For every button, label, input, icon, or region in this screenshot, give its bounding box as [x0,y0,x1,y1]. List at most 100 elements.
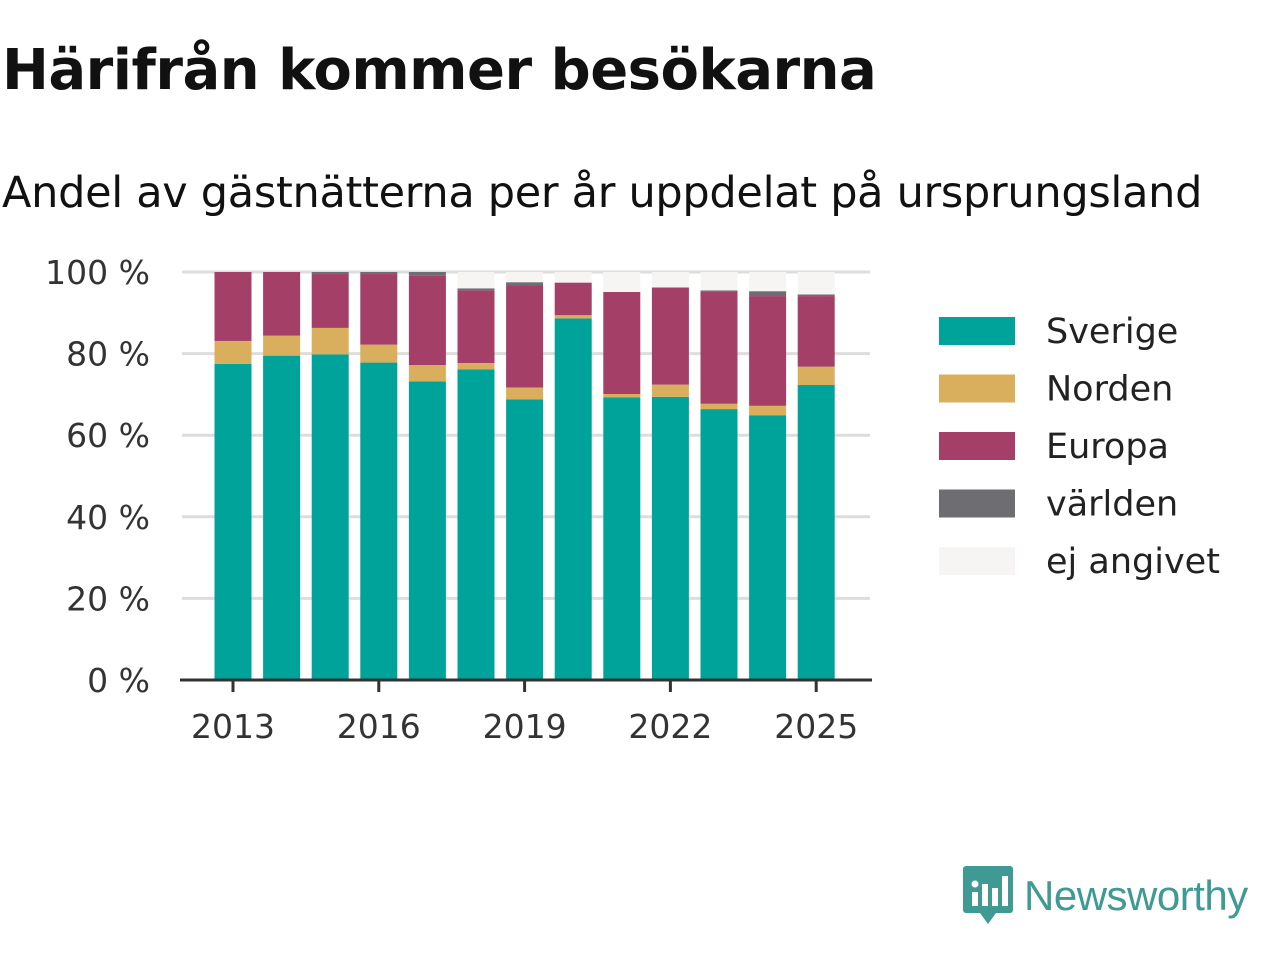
bar-segment-europa [214,272,252,341]
newsworthy-brand: Newsworthy [962,864,1248,928]
bar-segment-ej-angivet [506,272,544,283]
legend-swatch [939,317,1015,345]
bar-segment-ej-angivet [603,272,641,292]
x-tick-label: 2019 [483,707,567,746]
legend-item-världen: världen [939,485,1178,525]
bar-segment-europa [554,282,592,316]
bar-segment-sverige [214,363,252,680]
legend-swatch [939,547,1015,575]
bar-segment-norden [214,340,252,364]
legend-label: Norden [1046,370,1173,410]
bar-segment-europa [749,296,787,406]
bar-segment-norden [311,327,349,355]
bar-segment-norden [603,393,641,398]
bar-segment-sverige [749,415,787,680]
bar-segment-europa [311,274,349,328]
bar-segment-världen [311,272,349,275]
legend-item-ej-angivet: ej angivet [939,542,1220,582]
x-tick-label: 2025 [774,707,858,746]
legend-label: Sverige [1046,312,1178,352]
bar-segment-sverige [311,354,349,680]
y-tick-label: 0 % [87,661,150,700]
bar-segment-sverige [263,355,301,680]
legend-item-norden: Norden [939,370,1173,410]
bar-stack-2016 [360,272,398,680]
bar-stack-2014 [263,272,301,680]
legend: Sverige Norden Europa världen ej angivet [939,312,1220,582]
bar-segment-europa [360,274,398,345]
bar-segment-norden [506,387,544,400]
bar-segment-sverige [457,369,495,680]
bar-stack-2018 [457,272,495,680]
brand-name: Newsworthy [1024,872,1248,919]
bar-stack-2024 [749,272,787,680]
bar-stack-2020 [554,272,592,680]
y-tick-label: 80 % [66,335,150,374]
bar-segment-sverige [506,399,544,680]
bar-segment-sverige [554,318,592,680]
chart-title: Härifrån kommer besökarna [2,38,877,103]
bar-segment-ej-angivet [749,272,787,292]
bar-segment-ej-angivet [457,272,495,289]
bar-segment-europa [263,272,301,336]
bar-segment-världen [506,282,544,286]
bar-segment-norden [797,366,835,386]
legend-label: Europa [1046,427,1169,467]
x-tick-label: 2022 [628,707,712,746]
bar-segment-ej-angivet [554,272,592,283]
bar-segment-världen [360,272,398,275]
bar-segment-europa [457,290,495,363]
bar-stack-2013 [214,272,252,680]
bar-stack-2022 [651,272,689,680]
bar-segment-europa [797,296,835,367]
bar-segment-världen [457,288,495,291]
bar-segment-ej-angivet [700,272,738,291]
chart-subtitle: Andel av gästnätterna per år uppdelat på… [2,168,1203,218]
legend-label: ej angivet [1046,542,1220,582]
bar-segment-ej-angivet [651,272,689,288]
bar-stack-2023 [700,272,738,680]
bar-stack-2019 [506,272,544,680]
x-tick-label: 2013 [191,707,275,746]
legend-swatch [939,432,1015,460]
bar-segment-sverige [360,362,398,680]
legend-swatch [939,489,1015,518]
bar-segment-sverige [651,396,689,680]
bar-segment-europa [700,291,738,404]
bar-segment-norden [457,362,495,370]
axes: 0 % 20 % 40 % 60 % 80 % 100 % 2013 2016 2019 2022… [45,253,872,746]
bar-segment-europa [408,275,446,366]
y-tick-label: 40 % [66,498,150,537]
legend-item-sverige: Sverige [939,312,1178,352]
legend-item-europa: Europa [939,427,1169,467]
bar-segment-ej-angivet [797,272,835,295]
bar-segment-europa [651,287,689,385]
newsworthy-logo-icon [963,866,1013,924]
bar-segment-norden [749,405,787,416]
bar-segment-världen [749,291,787,297]
bar-segment-världen [700,290,738,292]
bar-segment-norden [263,335,301,356]
bar-segment-sverige [700,409,738,680]
bar-segment-världen [408,272,446,276]
bar-stack-2021 [603,272,641,680]
bar-segment-norden [554,315,592,319]
x-tick-label: 2016 [337,707,421,746]
bar-stack-2017 [408,272,446,680]
bar-segment-europa [506,285,544,388]
bar-stack-2025 [797,272,835,680]
bar-segment-sverige [603,397,641,680]
bar-segment-sverige [797,385,835,680]
bar-segment-norden [408,365,446,382]
legend-swatch [939,374,1015,403]
bar-segment-sverige [408,381,446,680]
bars [214,272,835,680]
bar-stack-2015 [311,272,349,680]
bar-segment-norden [651,384,689,397]
bar-segment-världen [797,294,835,297]
y-tick-label: 100 % [45,253,150,292]
y-tick-label: 60 % [66,416,150,455]
bar-segment-norden [700,403,738,410]
legend-label: världen [1046,485,1178,525]
